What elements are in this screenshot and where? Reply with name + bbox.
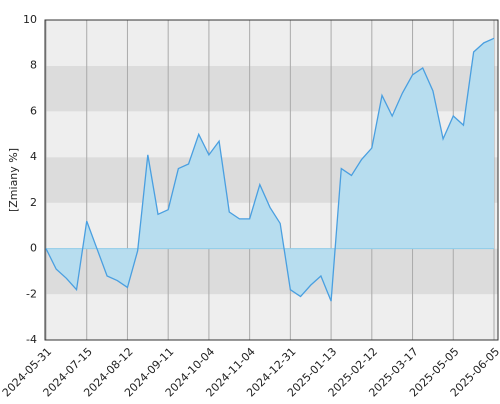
y-tick-label: 4 [30,150,37,163]
y-tick-label: 8 [30,59,37,72]
area [46,38,494,302]
y-tick-label: 0 [30,242,37,255]
y-tick-label: -2 [26,287,37,300]
y-tick-label: 6 [30,104,37,117]
y-tick-label: 2 [30,196,37,209]
grid-band [45,20,498,66]
y-tick-label: 10 [23,13,37,26]
grid-band [45,294,498,340]
line [45,37,495,302]
y-tick-label: -4 [26,333,37,346]
plot-border [44,19,499,341]
y-axis-label: [Zmiany %] [7,148,20,212]
